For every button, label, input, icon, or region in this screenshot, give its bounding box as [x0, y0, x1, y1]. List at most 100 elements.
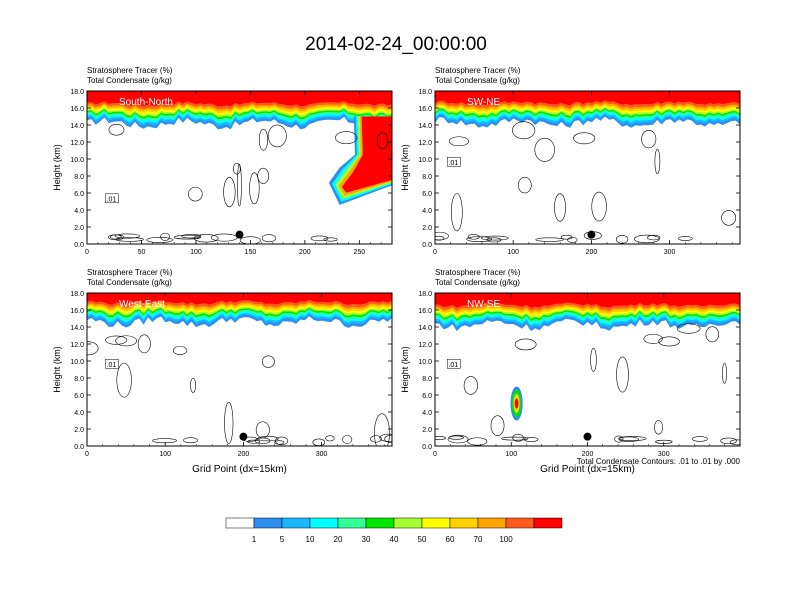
location-marker: [583, 432, 592, 441]
y-tick-label: 18.0: [418, 291, 432, 298]
x-tick-label: 0: [85, 249, 89, 256]
contour-low: [618, 436, 640, 442]
contour-low: [323, 237, 338, 242]
contour-cloud: [116, 362, 132, 398]
contour-low: [512, 433, 524, 442]
colorbar-swatch: [477, 517, 507, 529]
colorbar-swatch: [225, 517, 255, 529]
y-tick-label: 0.0: [74, 242, 84, 249]
contour-low: [210, 233, 238, 242]
panel-nw-se: .01 0.0 2.0 4.0 6.0 8.0 10.0 12.0 14.0 16.0 18.0 0 1…: [400, 268, 741, 475]
contour-low: [384, 434, 392, 443]
contour-low: [261, 234, 277, 243]
x-tick-label: 150: [245, 249, 257, 256]
colorbar-label: 1: [252, 535, 257, 544]
location-marker: [235, 230, 244, 239]
panel-label: South-North: [119, 97, 173, 108]
y-tick-label: 0.0: [74, 444, 84, 451]
contour-upper: [643, 333, 663, 344]
x-tick-label: 100: [507, 249, 519, 256]
contour-upper: [87, 341, 99, 356]
blob-layer-3: [514, 398, 519, 409]
plot-frame: [434, 90, 741, 245]
contour-cloud: [721, 210, 737, 226]
contour-low: [274, 440, 285, 445]
y-tick-label: 2.0: [422, 427, 432, 434]
contour-label: .01: [107, 362, 117, 369]
contour-label-box: [105, 193, 119, 204]
colorbar-swatch: [253, 517, 283, 529]
contour-cloud: [224, 401, 234, 444]
plot-area: .01: [435, 91, 740, 244]
contour-low: [342, 435, 353, 444]
x-tick-label: 300: [658, 451, 670, 458]
subtitle-condensate: Total Condensate (g/kg): [87, 278, 172, 287]
y-tick-label: 4.0: [422, 410, 432, 417]
colorbar-swatch: [449, 517, 479, 529]
colorbar-swatch: [421, 517, 451, 529]
contour-cloud: [451, 193, 463, 232]
contour-cloud: [374, 413, 390, 446]
contour-upper: [512, 121, 536, 140]
contour-label: .01: [107, 196, 117, 203]
x-tick-label: 0: [433, 249, 437, 256]
subtitle-condensate: Total Condensate (g/kg): [435, 278, 520, 287]
y-tick-label: 2.0: [74, 225, 84, 232]
y-tick-label: 6.0: [74, 191, 84, 198]
plot-area: .01: [87, 91, 392, 244]
colorbar-swatch: [365, 517, 395, 529]
y-axis-label: Height (km): [400, 346, 410, 393]
y-tick-label: 8.0: [422, 174, 432, 181]
y-axis-label: Height (km): [400, 144, 410, 191]
colorbar-label: 20: [334, 535, 343, 544]
contour-cloud: [554, 193, 566, 222]
contour-low: [634, 234, 660, 244]
contour-low: [523, 437, 539, 442]
x-tick-label: 300: [316, 451, 328, 458]
contour-low: [114, 233, 140, 239]
contour-low: [614, 435, 624, 443]
subtitle-tracer: Stratosphere Tracer (%): [87, 268, 173, 277]
contour-upper: [534, 137, 555, 162]
y-tick-label: 16.0: [70, 308, 84, 315]
subtitle-condensate: Total Condensate (g/kg): [435, 76, 520, 85]
contour-low: [239, 236, 261, 244]
contour-low: [467, 437, 488, 446]
contour-cloud: [722, 362, 727, 384]
contour-low: [691, 436, 708, 442]
y-axis-label: Height (km): [52, 144, 62, 191]
contour-cloud: [233, 162, 241, 175]
colorbar-label: 10: [306, 535, 315, 544]
y-tick-label: 8.0: [74, 376, 84, 383]
contour-upper: [267, 124, 287, 148]
contour-low: [647, 234, 661, 241]
contour-upper: [448, 136, 470, 147]
y-tick-label: 16.0: [70, 106, 84, 113]
contour-cloud: [591, 191, 607, 222]
contour-label-box: [447, 359, 461, 369]
x-tick-label: 200: [582, 451, 594, 458]
panel-sw-ne: .01 0.0 2.0 4.0 6.0 8.0 10.0 12.0 14.0 16.0 18.0 0 1…: [400, 66, 741, 256]
intrusion-layer-4: [341, 116, 392, 193]
colorbar-label: 30: [362, 535, 371, 544]
contour-low: [193, 234, 219, 243]
contour-upper: [105, 335, 128, 345]
contour-cloud: [490, 415, 505, 436]
contour-low: [107, 234, 125, 241]
y-tick-label: 2.0: [422, 225, 432, 232]
figure-title: 2014-02-24_00:00:00: [305, 34, 487, 55]
x-tick-label: 200: [238, 451, 250, 458]
panel-south-north: .01 0.0 2.0 4.0 6.0 8.0 10.0 12.0 14.0 16.0 18.0 0 5…: [52, 66, 393, 256]
contour-low: [181, 234, 202, 239]
contour-low: [678, 236, 693, 241]
colorbar-label: 50: [418, 535, 427, 544]
x-tick-label: 250: [353, 249, 365, 256]
y-tick-label: 4.0: [422, 208, 432, 215]
colorbar-swatch: [505, 517, 535, 529]
panel-west-east: .01 0.0 2.0 4.0 6.0 8.0 10.0 12.0 14.0 16.0 18.0 0 1…: [52, 268, 393, 475]
contour-upper: [108, 124, 125, 136]
y-tick-label: 2.0: [74, 427, 84, 434]
subtitle-tracer: Stratosphere Tracer (%): [435, 268, 521, 277]
y-tick-label: 16.0: [418, 308, 432, 315]
